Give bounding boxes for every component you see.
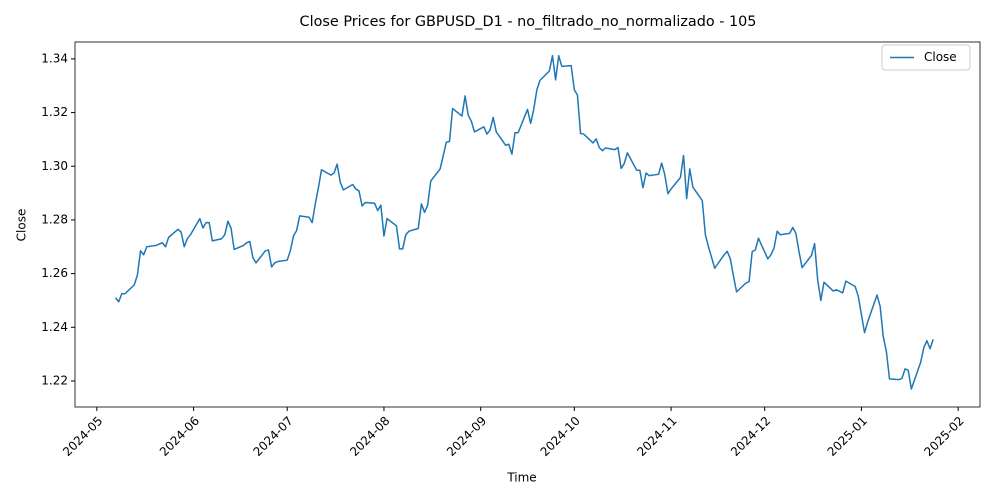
plot-frame xyxy=(74,41,981,408)
x-axis-label: Time xyxy=(506,471,536,485)
y-tick-label: 1.26 xyxy=(41,266,68,280)
y-tick-label: 1.24 xyxy=(41,320,68,334)
y-tick-label: 1.32 xyxy=(41,105,68,119)
line-series xyxy=(114,54,934,390)
chart-title: Close Prices for GBPUSD_D1 - no_filtrado… xyxy=(300,14,757,30)
legend-label: Close xyxy=(924,50,957,64)
y-tick-label: 1.28 xyxy=(41,212,68,226)
y-axis-label: Close xyxy=(15,209,29,242)
legend-box xyxy=(881,44,971,71)
y-tick-label: 1.30 xyxy=(41,159,68,173)
legend: Close xyxy=(881,44,971,71)
y-tick-label: 1.22 xyxy=(41,373,68,387)
y-tick-label: 1.34 xyxy=(41,51,68,65)
